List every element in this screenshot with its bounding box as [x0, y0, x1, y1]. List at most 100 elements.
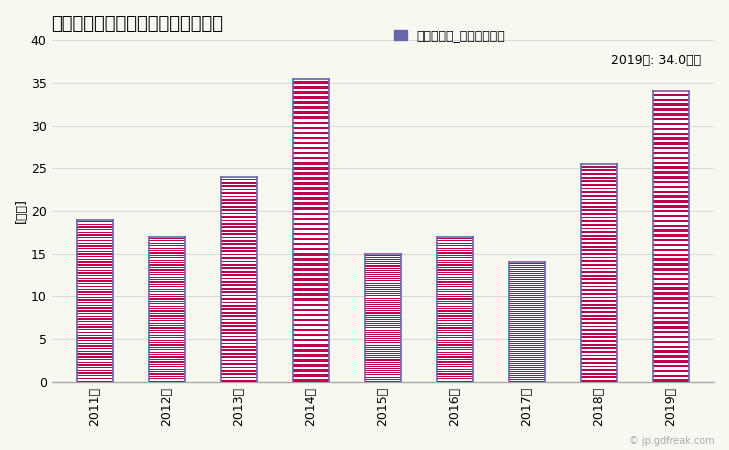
Bar — [293, 251, 329, 253]
Bar — [364, 369, 401, 370]
Bar — [581, 186, 617, 188]
Bar — [77, 314, 113, 315]
Bar — [293, 79, 329, 81]
Bar — [149, 348, 184, 349]
Bar — [509, 370, 545, 371]
Bar — [149, 343, 184, 344]
Bar — [149, 353, 184, 354]
Bar — [77, 241, 113, 243]
Bar — [149, 304, 184, 306]
Bar — [77, 263, 113, 264]
Bar — [581, 342, 617, 344]
Bar — [437, 283, 473, 284]
Bar — [509, 274, 545, 275]
Bar — [581, 164, 617, 382]
Bar — [581, 175, 617, 177]
Bar — [149, 314, 184, 315]
Bar — [149, 290, 184, 291]
Bar — [652, 232, 689, 234]
Bar — [437, 256, 473, 257]
Bar — [652, 246, 689, 249]
Bar — [364, 375, 401, 377]
Bar — [364, 305, 401, 306]
Bar — [221, 310, 257, 312]
Bar — [364, 282, 401, 283]
Bar — [364, 292, 401, 293]
Bar — [437, 341, 473, 342]
Bar — [581, 237, 617, 239]
Bar — [77, 233, 113, 234]
Bar — [77, 336, 113, 337]
Bar — [581, 338, 617, 340]
Bar — [149, 263, 184, 265]
Bar — [509, 292, 545, 293]
Bar — [293, 266, 329, 268]
Bar — [293, 230, 329, 233]
Bar — [221, 297, 257, 298]
Bar — [149, 273, 184, 274]
Bar — [509, 362, 545, 363]
Text: 2019年: 34.0億円: 2019年: 34.0億円 — [611, 54, 701, 67]
Bar — [149, 239, 184, 240]
Bar — [149, 288, 184, 289]
Bar — [652, 159, 689, 162]
Bar — [364, 348, 401, 349]
Bar — [437, 237, 473, 238]
Bar — [509, 368, 545, 369]
Bar — [77, 228, 113, 229]
Bar — [509, 302, 545, 303]
Bar — [364, 322, 401, 323]
Bar — [437, 324, 473, 325]
Bar — [364, 254, 401, 255]
Bar — [437, 312, 473, 313]
Bar — [581, 211, 617, 213]
Bar — [509, 314, 545, 315]
Bar — [581, 367, 617, 369]
Bar — [364, 333, 401, 334]
Bar — [149, 324, 184, 325]
Bar — [437, 295, 473, 296]
Bar — [364, 262, 401, 263]
Bar — [221, 204, 257, 206]
Bar — [293, 195, 329, 198]
Bar — [581, 171, 617, 173]
Bar — [652, 174, 689, 176]
Bar — [437, 328, 473, 330]
Bar — [221, 245, 257, 247]
Bar — [77, 257, 113, 259]
Bar — [581, 309, 617, 311]
Bar — [221, 207, 257, 209]
Bar — [149, 372, 184, 374]
Bar — [364, 318, 401, 319]
Bar — [293, 220, 329, 223]
Bar — [509, 278, 545, 279]
Bar — [652, 328, 689, 331]
Bar — [149, 328, 184, 330]
Bar — [509, 294, 545, 295]
Bar — [77, 276, 113, 278]
Bar — [149, 367, 184, 369]
Bar — [437, 348, 473, 349]
Bar — [509, 264, 545, 265]
Bar — [149, 244, 184, 245]
Bar — [581, 168, 617, 170]
Bar — [221, 231, 257, 233]
Bar — [293, 281, 329, 284]
Bar — [77, 325, 113, 326]
Bar — [221, 375, 257, 377]
Bar — [77, 292, 113, 294]
Bar — [293, 89, 329, 91]
Bar — [581, 269, 617, 271]
Bar — [77, 252, 113, 253]
Bar — [364, 339, 401, 340]
Bar — [221, 187, 257, 189]
Bar — [652, 314, 689, 316]
Bar — [509, 288, 545, 289]
Bar — [149, 338, 184, 339]
Bar — [149, 309, 184, 310]
Bar — [77, 371, 113, 373]
Bar — [293, 362, 329, 364]
Bar — [221, 211, 257, 213]
Bar — [149, 341, 184, 342]
Bar — [581, 164, 617, 166]
